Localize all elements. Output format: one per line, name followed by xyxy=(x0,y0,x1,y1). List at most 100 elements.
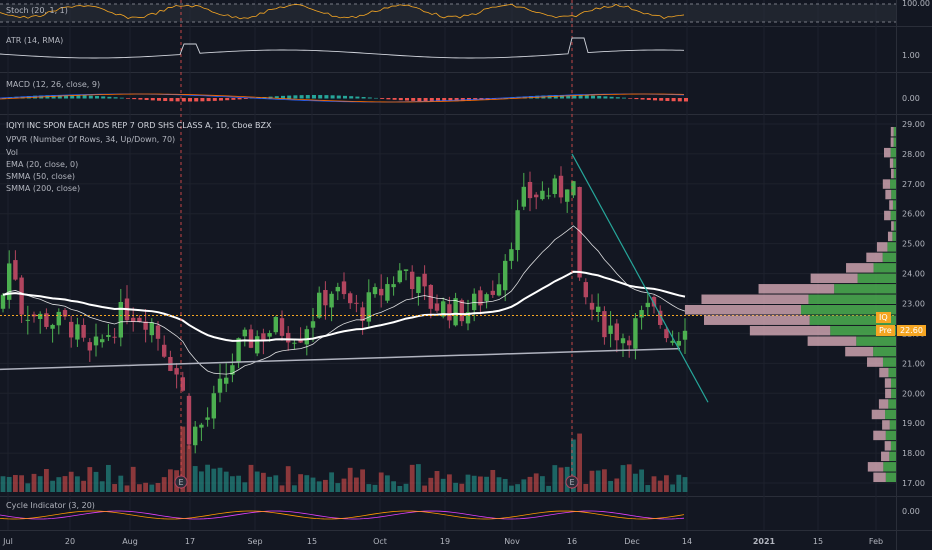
price-tick-label: 23.00 xyxy=(902,300,925,309)
vpvr-down-bar xyxy=(889,200,893,210)
candle-body xyxy=(38,313,43,319)
macd-histogram-bar xyxy=(336,95,341,99)
candle-body xyxy=(459,300,464,322)
ema-20-line xyxy=(2,225,686,375)
macd-histogram-bar xyxy=(355,96,360,99)
earnings-marker-label: E xyxy=(569,478,574,487)
macd-histogram-bar xyxy=(361,97,366,99)
volume-bar xyxy=(509,485,514,492)
volume-bar xyxy=(453,482,458,492)
macd-histogram-bar xyxy=(560,95,564,99)
volume-bar xyxy=(502,478,508,492)
cycle-tick-label: 0.00 xyxy=(902,507,920,516)
candle-body xyxy=(441,301,446,317)
macd-histogram-bar xyxy=(57,95,62,99)
volume-bar xyxy=(515,484,520,492)
candle-body xyxy=(558,175,564,198)
candle-body xyxy=(589,302,595,310)
macd-histogram-bar xyxy=(367,97,372,99)
vpvr-up-bar xyxy=(889,451,896,462)
vpvr-up-bar xyxy=(890,378,896,388)
macd-histogram-bar xyxy=(20,96,25,99)
candle-body xyxy=(354,302,359,304)
candle-body xyxy=(534,194,539,198)
candle-body xyxy=(478,290,483,306)
macd-histogram-bar xyxy=(318,95,323,99)
volume-bar xyxy=(484,476,489,492)
volume-bar xyxy=(62,476,68,492)
volume-bar xyxy=(230,476,235,492)
volume-bar xyxy=(37,476,43,492)
vpvr-down-bar xyxy=(885,189,892,200)
candle-body xyxy=(304,329,309,345)
macd-histogram-bar xyxy=(429,98,434,102)
volume-bar xyxy=(31,473,37,492)
volume-bar xyxy=(99,481,105,492)
volume-bar xyxy=(106,464,111,492)
macd-histogram-bar xyxy=(423,98,428,102)
candle-body xyxy=(25,319,30,321)
vpvr-down-bar xyxy=(810,273,858,284)
indicator-vpvr: VPVR (Number Of Rows, 34, Up/Down, 70) xyxy=(6,135,176,144)
macd-histogram-bar xyxy=(677,98,682,102)
volume-bar xyxy=(447,474,452,492)
stoch-line xyxy=(0,3,685,20)
candle-body xyxy=(62,310,68,317)
macd-histogram-bar xyxy=(95,96,99,99)
macd-histogram-bar xyxy=(144,98,149,100)
candle-body xyxy=(546,195,551,197)
candle-body xyxy=(199,424,204,428)
macd-histogram-bar xyxy=(157,98,161,101)
macd-histogram-bar xyxy=(578,95,583,99)
candle-body xyxy=(174,368,179,375)
macd-histogram-bar xyxy=(653,98,657,101)
macd-histogram-bar xyxy=(442,98,447,102)
volume-bar xyxy=(112,484,117,492)
macd-histogram-bar xyxy=(150,98,155,101)
macd-histogram-bar xyxy=(188,98,192,102)
stoch-band xyxy=(0,4,896,22)
volume-bar xyxy=(168,469,173,492)
chart-title: IQIYI INC SPON EACH ADS REP 7 ORD SHS CL… xyxy=(6,121,272,130)
volume-bar xyxy=(651,476,657,492)
earnings-marker xyxy=(565,475,579,489)
vpvr-up-bar xyxy=(808,294,896,304)
macd-histogram-bar xyxy=(454,98,459,102)
candle-body xyxy=(379,288,384,296)
vpvr-up-bar xyxy=(801,305,896,315)
macd-histogram-bar xyxy=(553,95,558,99)
volume-bar xyxy=(434,471,440,492)
volume-bar xyxy=(626,464,632,492)
macd-histogram-bar xyxy=(206,98,211,102)
vpvr-down-bar xyxy=(845,346,874,357)
volume-bar xyxy=(323,479,328,492)
candle-body xyxy=(230,365,235,375)
macd-histogram-bar xyxy=(70,95,75,99)
vpvr-up-bar xyxy=(809,315,896,325)
vpvr-up-bar xyxy=(830,325,896,336)
price-tick-label: 21.00 xyxy=(902,359,925,368)
volume-bar xyxy=(285,466,291,492)
volume-bar xyxy=(143,482,148,492)
atr-line xyxy=(0,37,685,59)
candle-body xyxy=(205,417,210,420)
volume-bar xyxy=(130,466,136,492)
candle-body xyxy=(273,317,278,333)
candle-body xyxy=(317,292,322,318)
volume-bar xyxy=(527,476,533,492)
vpvr-up-bar xyxy=(834,284,896,294)
indicator-ema: EMA (20, close, 0) xyxy=(6,160,79,169)
volume-bar xyxy=(93,471,99,492)
macd-histogram-bar xyxy=(584,95,589,99)
candle-body xyxy=(69,321,74,338)
volume-bar xyxy=(341,478,347,492)
volume-bar xyxy=(19,475,24,492)
macd-histogram-bar xyxy=(343,95,347,99)
price-tick-label: 28.00 xyxy=(902,150,925,159)
vpvr-down-bar xyxy=(684,305,802,315)
vpvr-down-bar xyxy=(891,221,894,231)
candle-body xyxy=(292,342,297,344)
candle-body xyxy=(56,311,61,326)
candle-body xyxy=(397,270,402,283)
